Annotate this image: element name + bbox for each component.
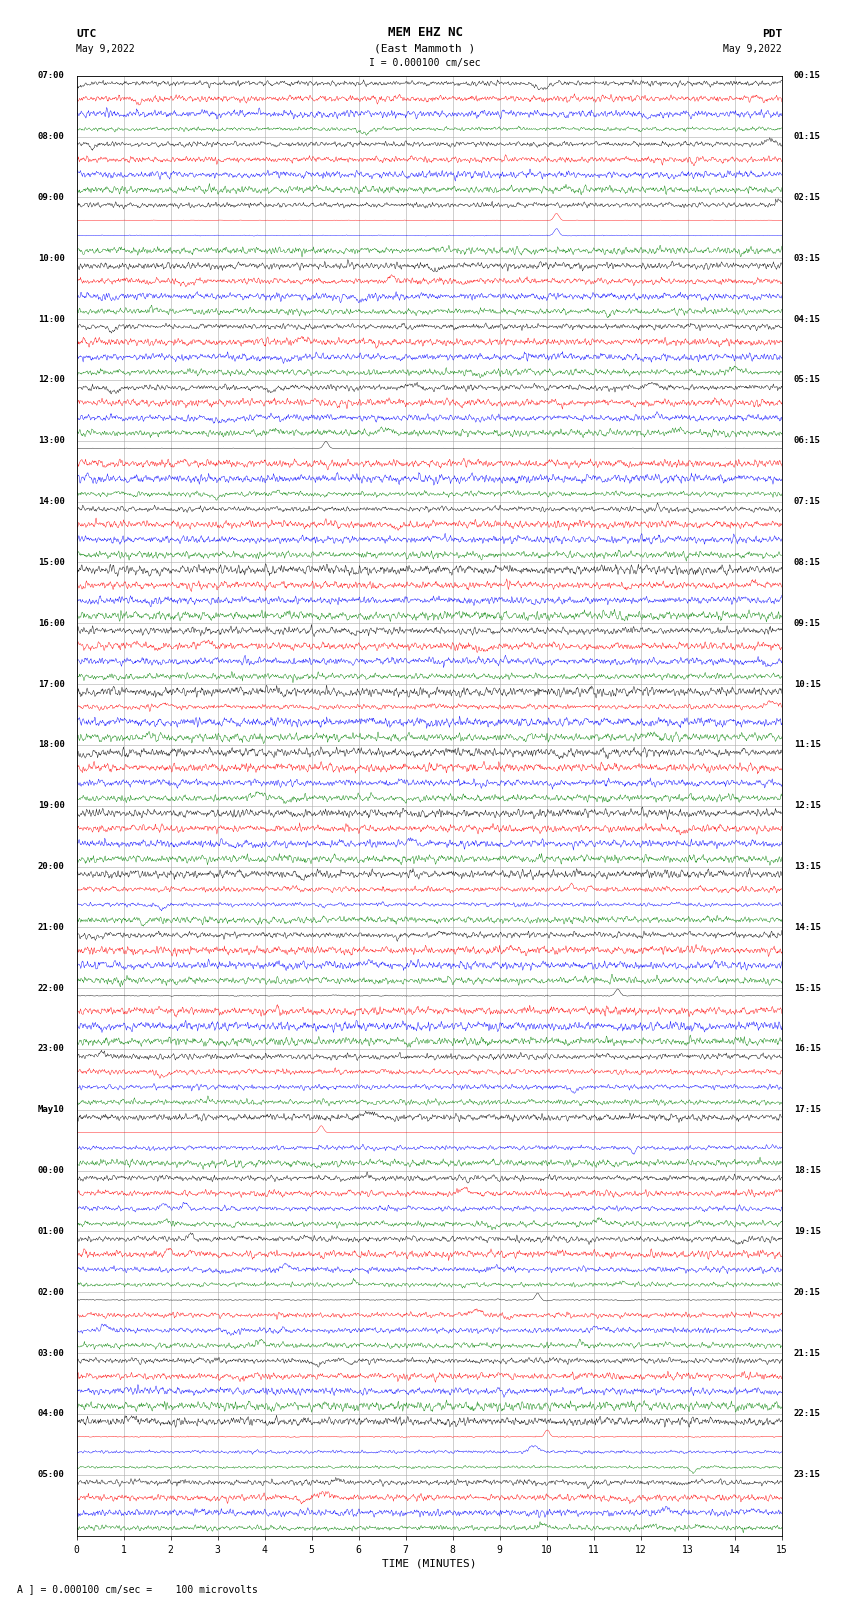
Text: 11:15: 11:15 xyxy=(794,740,820,750)
Text: 09:00: 09:00 xyxy=(38,194,65,202)
Text: 16:15: 16:15 xyxy=(794,1045,820,1053)
Text: 11:00: 11:00 xyxy=(38,315,65,324)
Text: 13:15: 13:15 xyxy=(794,861,820,871)
Text: 07:15: 07:15 xyxy=(794,497,820,506)
Text: 19:15: 19:15 xyxy=(794,1227,820,1236)
Text: 06:15: 06:15 xyxy=(794,436,820,445)
Text: 03:15: 03:15 xyxy=(794,253,820,263)
Text: 03:00: 03:00 xyxy=(38,1348,65,1358)
Text: 02:15: 02:15 xyxy=(794,194,820,202)
Text: 12:00: 12:00 xyxy=(38,376,65,384)
Text: I = 0.000100 cm/sec: I = 0.000100 cm/sec xyxy=(369,58,481,68)
Text: 15:15: 15:15 xyxy=(794,984,820,992)
Text: 08:15: 08:15 xyxy=(794,558,820,566)
Text: 13:00: 13:00 xyxy=(38,436,65,445)
Text: 15:00: 15:00 xyxy=(38,558,65,566)
Text: 23:00: 23:00 xyxy=(38,1045,65,1053)
Text: 20:15: 20:15 xyxy=(794,1287,820,1297)
Text: 01:00: 01:00 xyxy=(38,1227,65,1236)
Text: 17:00: 17:00 xyxy=(38,679,65,689)
X-axis label: TIME (MINUTES): TIME (MINUTES) xyxy=(382,1558,477,1569)
Text: 05:15: 05:15 xyxy=(794,376,820,384)
Text: 23:15: 23:15 xyxy=(794,1471,820,1479)
Text: 00:00: 00:00 xyxy=(38,1166,65,1176)
Text: 19:00: 19:00 xyxy=(38,802,65,810)
Text: 09:15: 09:15 xyxy=(794,619,820,627)
Text: 17:15: 17:15 xyxy=(794,1105,820,1115)
Text: May 9,2022: May 9,2022 xyxy=(723,44,782,53)
Text: 18:00: 18:00 xyxy=(38,740,65,750)
Text: 22:15: 22:15 xyxy=(794,1410,820,1418)
Text: 14:15: 14:15 xyxy=(794,923,820,932)
Text: 10:00: 10:00 xyxy=(38,253,65,263)
Text: 18:15: 18:15 xyxy=(794,1166,820,1176)
Text: 07:00: 07:00 xyxy=(38,71,65,81)
Text: 22:00: 22:00 xyxy=(38,984,65,992)
Text: A ] = 0.000100 cm/sec =    100 microvolts: A ] = 0.000100 cm/sec = 100 microvolts xyxy=(17,1584,258,1594)
Text: 21:15: 21:15 xyxy=(794,1348,820,1358)
Text: 01:15: 01:15 xyxy=(794,132,820,140)
Text: May10: May10 xyxy=(38,1105,65,1115)
Text: 10:15: 10:15 xyxy=(794,679,820,689)
Text: 02:00: 02:00 xyxy=(38,1287,65,1297)
Text: 08:00: 08:00 xyxy=(38,132,65,140)
Text: 00:15: 00:15 xyxy=(794,71,820,81)
Text: 14:00: 14:00 xyxy=(38,497,65,506)
Text: PDT: PDT xyxy=(762,29,782,39)
Text: UTC: UTC xyxy=(76,29,97,39)
Text: May 9,2022: May 9,2022 xyxy=(76,44,135,53)
Text: 04:00: 04:00 xyxy=(38,1410,65,1418)
Text: 04:15: 04:15 xyxy=(794,315,820,324)
Text: 05:00: 05:00 xyxy=(38,1471,65,1479)
Text: 12:15: 12:15 xyxy=(794,802,820,810)
Text: 21:00: 21:00 xyxy=(38,923,65,932)
Text: 20:00: 20:00 xyxy=(38,861,65,871)
Text: 16:00: 16:00 xyxy=(38,619,65,627)
Text: MEM EHZ NC: MEM EHZ NC xyxy=(388,26,462,39)
Text: (East Mammoth ): (East Mammoth ) xyxy=(374,44,476,53)
